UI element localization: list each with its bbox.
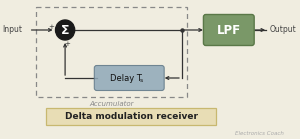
Text: s: s <box>140 78 143 83</box>
Text: Delta modulation receiver: Delta modulation receiver <box>65 112 198 121</box>
FancyBboxPatch shape <box>46 108 216 125</box>
Text: Input: Input <box>2 24 22 33</box>
Text: Accumulator: Accumulator <box>89 101 134 107</box>
Text: Output: Output <box>270 24 297 33</box>
Text: +: + <box>49 24 55 30</box>
Text: Σ: Σ <box>61 23 69 37</box>
Text: Electronics Coach: Electronics Coach <box>236 131 284 136</box>
FancyBboxPatch shape <box>94 65 164 90</box>
Text: +: + <box>64 41 70 47</box>
Text: Delay T: Delay T <box>110 74 142 83</box>
FancyBboxPatch shape <box>203 14 254 45</box>
Circle shape <box>56 20 75 40</box>
Text: LPF: LPF <box>217 23 241 37</box>
